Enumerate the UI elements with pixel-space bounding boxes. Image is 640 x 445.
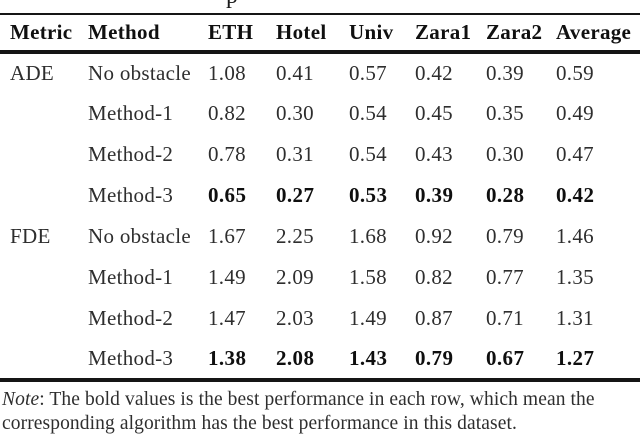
value-cell-zara1: 0.42 (415, 61, 453, 85)
value-cell-hotel: 2.25 (276, 224, 314, 248)
table-header: Metric Method ETH Hotel Univ Zara1 Zara2… (0, 14, 640, 52)
value-cell-zara1: 0.43 (415, 142, 453, 166)
value-cell-zara2: 0.67 (486, 346, 525, 370)
value-cell-average: 1.27 (556, 346, 595, 370)
col-header-zara2: Zara2 (486, 20, 543, 44)
value-cell-zara2: 0.71 (486, 306, 524, 330)
value-cell-eth: 0.78 (208, 142, 246, 166)
metric-cell (0, 175, 88, 216)
metric-cell (0, 339, 88, 380)
method-cell: No obstacle (88, 61, 192, 85)
value-cell-hotel: 2.09 (276, 265, 314, 289)
value-cell-average: 1.35 (556, 265, 594, 289)
value-cell-average: 0.49 (556, 101, 594, 125)
value-cell-zara1: 0.79 (415, 346, 454, 370)
col-header-hotel: Hotel (276, 20, 327, 44)
value-cell-average: 0.42 (556, 183, 595, 207)
col-header-zara1: Zara1 (415, 20, 472, 44)
method-cell: Method-1 (88, 265, 174, 289)
value-cell-hotel: 0.41 (276, 61, 314, 85)
value-cell-hotel: 2.08 (276, 346, 315, 370)
method-cell: Method-3 (88, 183, 174, 207)
table-row: Method-3 0.65 0.27 0.53 0.39 0.28 0.42 (0, 175, 640, 216)
table-row: FDE No obstacle 1.67 2.25 1.68 0.92 0.79… (0, 216, 640, 257)
table-row: Method-3 1.38 2.08 1.43 0.79 0.67 1.27 (0, 339, 640, 380)
table-row: ADE No obstacle 1.08 0.41 0.57 0.42 0.39… (0, 52, 640, 93)
value-cell-zara1: 0.45 (415, 101, 453, 125)
value-cell-hotel: 2.03 (276, 306, 314, 330)
metric-cell (0, 298, 88, 339)
col-header-metric: Metric (10, 20, 73, 44)
value-cell-hotel: 0.30 (276, 101, 314, 125)
value-cell-zara1: 0.82 (415, 265, 453, 289)
value-cell-eth: 1.67 (208, 224, 246, 248)
method-cell: Method-2 (88, 306, 174, 330)
value-cell-eth: 0.65 (208, 183, 247, 207)
col-header-average: Average (556, 20, 632, 44)
value-cell-zara1: 0.92 (415, 224, 453, 248)
value-cell-univ: 1.43 (349, 346, 388, 370)
col-header-eth: ETH (208, 20, 254, 44)
table-row: Method-2 0.78 0.31 0.54 0.43 0.30 0.47 (0, 134, 640, 175)
table-row: Method-2 1.47 2.03 1.49 0.87 0.71 1.31 (0, 298, 640, 339)
col-header-method: Method (88, 20, 160, 44)
value-cell-average: 1.46 (556, 224, 594, 248)
value-cell-univ: 0.57 (349, 61, 387, 85)
value-cell-hotel: 0.27 (276, 183, 315, 207)
table-body: ADE No obstacle 1.08 0.41 0.57 0.42 0.39… (0, 52, 640, 380)
method-cell: Method-3 (88, 346, 174, 370)
value-cell-zara2: 0.28 (486, 183, 525, 207)
value-cell-univ: 1.49 (349, 306, 387, 330)
value-cell-eth: 1.08 (208, 61, 246, 85)
metric-cell: FDE (10, 224, 51, 248)
value-cell-average: 1.31 (556, 306, 594, 330)
value-cell-eth: 1.47 (208, 306, 246, 330)
value-cell-hotel: 0.31 (276, 142, 314, 166)
value-cell-univ: 0.54 (349, 142, 387, 166)
note-text-line2: corresponding algorithm has the best per… (2, 413, 517, 434)
method-cell: No obstacle (88, 224, 192, 248)
value-cell-eth: 1.49 (208, 265, 246, 289)
table-row: Method-1 0.82 0.30 0.54 0.45 0.35 0.49 (0, 93, 640, 134)
value-cell-zara2: 0.30 (486, 142, 524, 166)
value-cell-univ: 0.54 (349, 101, 387, 125)
header-row: Metric Method ETH Hotel Univ Zara1 Zara2… (0, 14, 640, 52)
value-cell-zara2: 0.35 (486, 101, 524, 125)
method-cell: Method-1 (88, 101, 174, 125)
value-cell-eth: 1.38 (208, 346, 247, 370)
metric-cell (0, 257, 88, 298)
caption-fragment: p (226, 0, 238, 10)
metric-cell: ADE (10, 61, 55, 85)
value-cell-univ: 1.58 (349, 265, 387, 289)
note-text-line1: : The bold values is the best performanc… (39, 389, 595, 410)
value-cell-univ: 0.53 (349, 183, 388, 207)
note-label: Note (2, 389, 40, 410)
value-cell-zara2: 0.77 (486, 265, 524, 289)
table-row: Method-1 1.49 2.09 1.58 0.82 0.77 1.35 (0, 257, 640, 298)
results-table: Metric Method ETH Hotel Univ Zara1 Zara2… (0, 13, 640, 382)
value-cell-zara2: 0.79 (486, 224, 524, 248)
method-cell: Method-2 (88, 142, 174, 166)
value-cell-average: 0.59 (556, 61, 594, 85)
col-header-univ: Univ (349, 20, 394, 44)
metric-cell (0, 134, 88, 175)
value-cell-zara1: 0.87 (415, 306, 453, 330)
metric-cell (0, 93, 88, 134)
table-note: Note: The bold values is the best perfor… (0, 388, 602, 436)
caption-strip: p (0, 0, 640, 13)
value-cell-univ: 1.68 (349, 224, 387, 248)
value-cell-zara2: 0.39 (486, 61, 524, 85)
value-cell-average: 0.47 (556, 142, 594, 166)
value-cell-eth: 0.82 (208, 101, 246, 125)
value-cell-zara1: 0.39 (415, 183, 454, 207)
